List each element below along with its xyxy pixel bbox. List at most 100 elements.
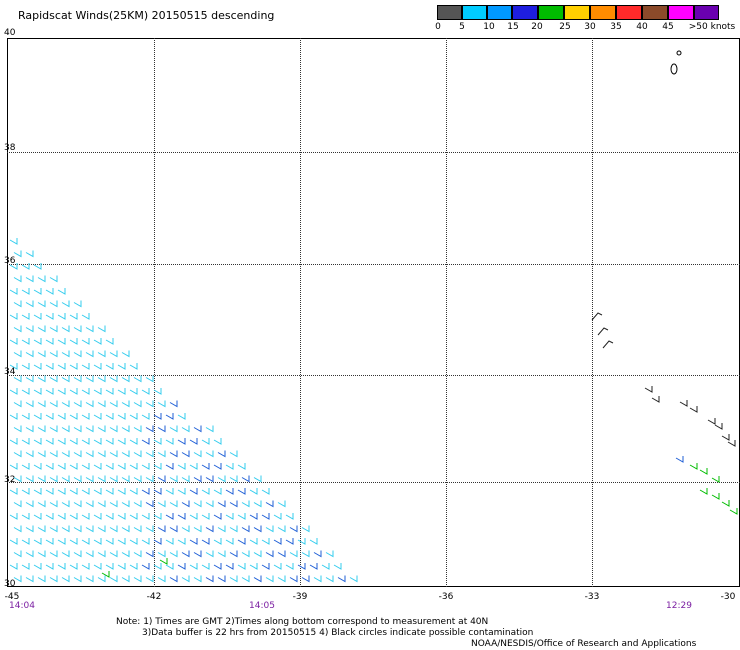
wind-barb: [81, 338, 90, 345]
wind-barb: [121, 425, 130, 433]
wind-barb: [25, 250, 34, 258]
wind-barb: [21, 338, 30, 345]
wind-barb: [13, 425, 22, 433]
wind-barb: [133, 375, 142, 383]
wind-barb: [13, 375, 22, 383]
wind-barb: [117, 438, 126, 445]
wind-barb: [273, 563, 282, 570]
wind-barb: [309, 538, 318, 545]
wind-barb: [157, 400, 166, 408]
wind-barb: [237, 563, 246, 570]
wind-barb: [57, 288, 66, 295]
wind-barb: [37, 350, 46, 358]
wind-barb: [105, 488, 114, 495]
wind-barb: [133, 475, 142, 483]
wind-barb: [105, 463, 114, 470]
wind-barb: [141, 563, 150, 570]
wind-barb: [325, 575, 334, 583]
wind-barb: [93, 513, 102, 520]
wind-barb: [165, 513, 174, 520]
latitude-gridline: [7, 375, 740, 376]
wind-barb: [13, 275, 22, 283]
wind-barb: [181, 550, 190, 558]
scale-swatch-0: [437, 5, 462, 20]
wind-barb: [141, 388, 150, 395]
wind-barb: [253, 475, 262, 483]
wind-barb: [37, 500, 46, 508]
wind-barb: [225, 463, 234, 470]
wind-barb: [33, 263, 42, 270]
wind-barb: [145, 425, 154, 433]
wind-barb: [597, 327, 609, 336]
wind-barb: [225, 488, 234, 495]
wind-barb: [61, 450, 70, 458]
wind-barb: [121, 500, 130, 508]
wind-barb: [153, 388, 162, 395]
wind-barb: [73, 450, 82, 458]
wind-barb: [129, 513, 138, 520]
wind-barb: [699, 488, 708, 495]
wind-barb: [25, 325, 34, 333]
wind-barb: [109, 525, 118, 533]
wind-barb: [105, 413, 114, 420]
wind-barb: [145, 500, 154, 508]
wind-barb: [85, 325, 94, 333]
wind-barb: [9, 563, 18, 570]
wind-barb: [49, 425, 58, 433]
wind-barb: [81, 488, 90, 495]
wind-barb: [69, 313, 78, 320]
wind-barb: [117, 463, 126, 470]
latitude-gridline: [7, 152, 740, 153]
wind-barb: [237, 513, 246, 520]
wind-barb: [45, 338, 54, 345]
wind-barb: [157, 425, 166, 433]
wind-barb: [49, 300, 58, 308]
wind-barb: [105, 563, 114, 570]
wind-barb: [153, 513, 162, 520]
wind-barb: [85, 575, 94, 583]
wind-barb: [37, 375, 46, 383]
wind-barb: [265, 500, 274, 508]
wind-barb: [129, 538, 138, 545]
wind-barb: [325, 550, 334, 558]
note-line-1: Note: 1) Times are GMT 2)Times along bot…: [116, 617, 489, 627]
wind-barb: [141, 513, 150, 520]
wind-barb: [61, 400, 70, 408]
wind-barb: [37, 275, 46, 283]
wind-barb: [229, 500, 238, 508]
wind-barb: [81, 538, 90, 545]
lon-label-minus30: -30: [720, 592, 736, 602]
longitude-gridline: [154, 38, 155, 587]
wind-barb: [121, 375, 130, 383]
scale-label-50-knots: >50 knots: [688, 22, 736, 32]
lat-label-36: 36: [4, 256, 16, 266]
wind-barb: [301, 525, 310, 533]
wind-barb: [49, 325, 58, 333]
wind-barb: [201, 563, 210, 570]
wind-barb: [121, 350, 130, 358]
scale-label-35: 35: [610, 22, 622, 32]
wind-barb: [117, 488, 126, 495]
wind-barb: [81, 313, 90, 320]
wind-barb: [101, 571, 110, 578]
wind-barb: [193, 425, 202, 433]
lat-label-30: 30: [4, 579, 16, 589]
wind-barb: [105, 388, 114, 395]
longitude-gridline: [446, 38, 447, 587]
wind-barb: [85, 525, 94, 533]
wind-barb: [117, 363, 126, 370]
wind-barb: [25, 475, 34, 483]
wind-barb: [9, 513, 18, 520]
wind-barb: [261, 513, 270, 520]
scale-label-25: 25: [559, 22, 571, 32]
wind-barb: [153, 563, 162, 570]
wind-barb: [237, 488, 246, 495]
wind-barb: [129, 563, 138, 570]
wind-barb: [9, 363, 18, 370]
wind-barb: [217, 525, 226, 533]
wind-barb: [129, 388, 138, 395]
wind-barb: [33, 513, 42, 520]
wind-barb: [73, 525, 82, 533]
wind-barb: [121, 575, 130, 583]
wind-barb: [45, 538, 54, 545]
